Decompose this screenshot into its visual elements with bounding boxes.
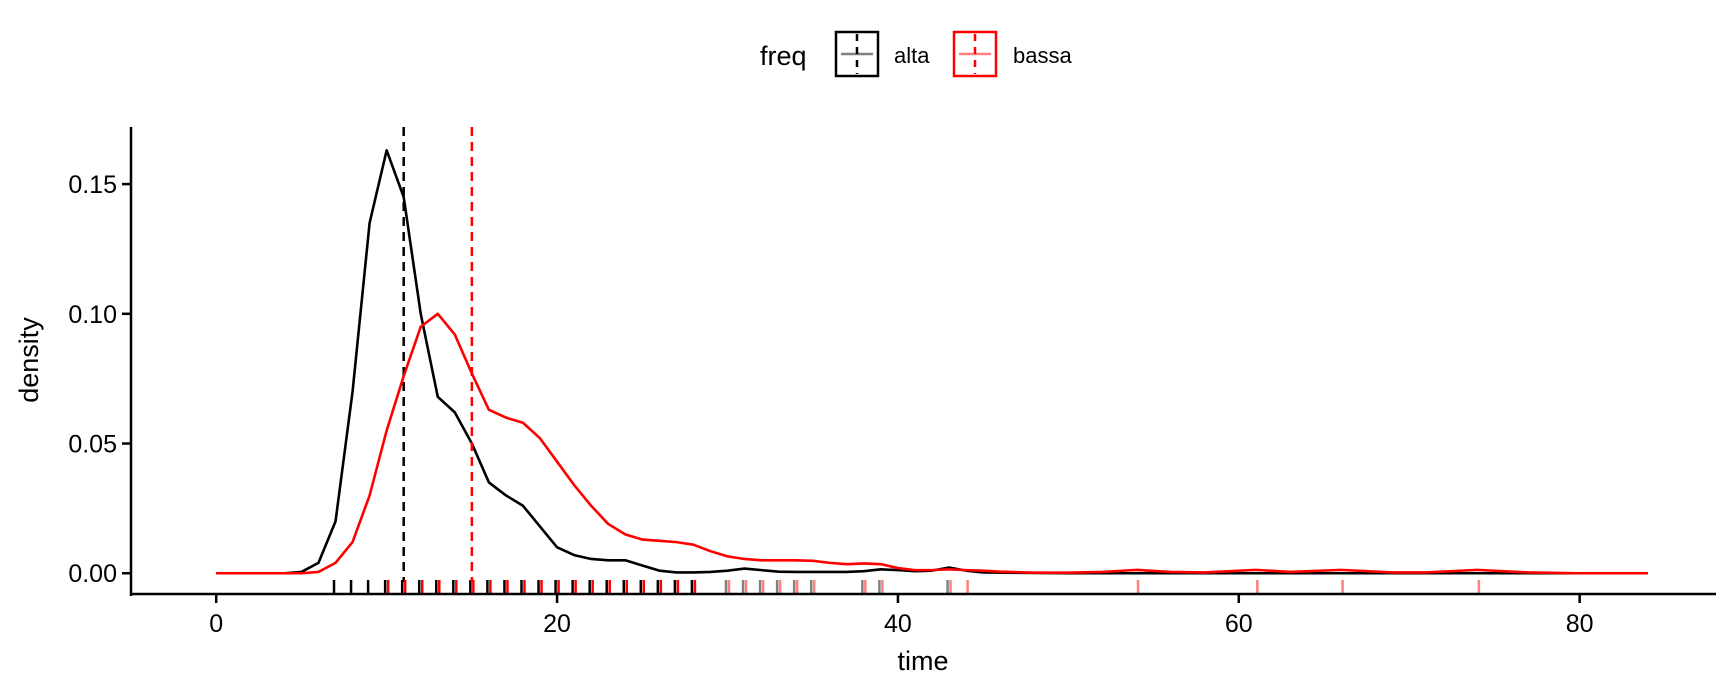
- legend: freq alta bassa: [760, 30, 1072, 78]
- x-tick-label: 20: [543, 610, 571, 638]
- legend-label-alta: alta: [894, 43, 930, 68]
- y-axis-ticks: 0.00 0.05 0.10 0.15: [68, 171, 131, 588]
- x-tick-label: 0: [209, 610, 223, 638]
- plot-area: [216, 127, 1648, 593]
- y-tick-label: 0.15: [68, 171, 117, 199]
- legend-title: freq: [760, 41, 807, 71]
- x-axis-title: time: [897, 646, 948, 676]
- y-tick-label: 0.10: [68, 301, 117, 329]
- x-axis-ticks: 0 20 40 60 80: [209, 594, 1594, 638]
- x-tick-label: 40: [884, 610, 912, 638]
- y-tick-label: 0.00: [68, 560, 117, 588]
- legend-key-bassa: [952, 30, 998, 78]
- density-curve-alta: [216, 149, 1648, 575]
- y-axis-title: density: [14, 317, 44, 403]
- x-tick-label: 60: [1225, 610, 1253, 638]
- legend-key-alta: [834, 30, 880, 78]
- y-tick-label: 0.05: [68, 431, 117, 459]
- x-tick-label: 80: [1566, 610, 1594, 638]
- legend-label-bassa: bassa: [1013, 43, 1072, 68]
- density-curve-bassa: [216, 312, 1648, 575]
